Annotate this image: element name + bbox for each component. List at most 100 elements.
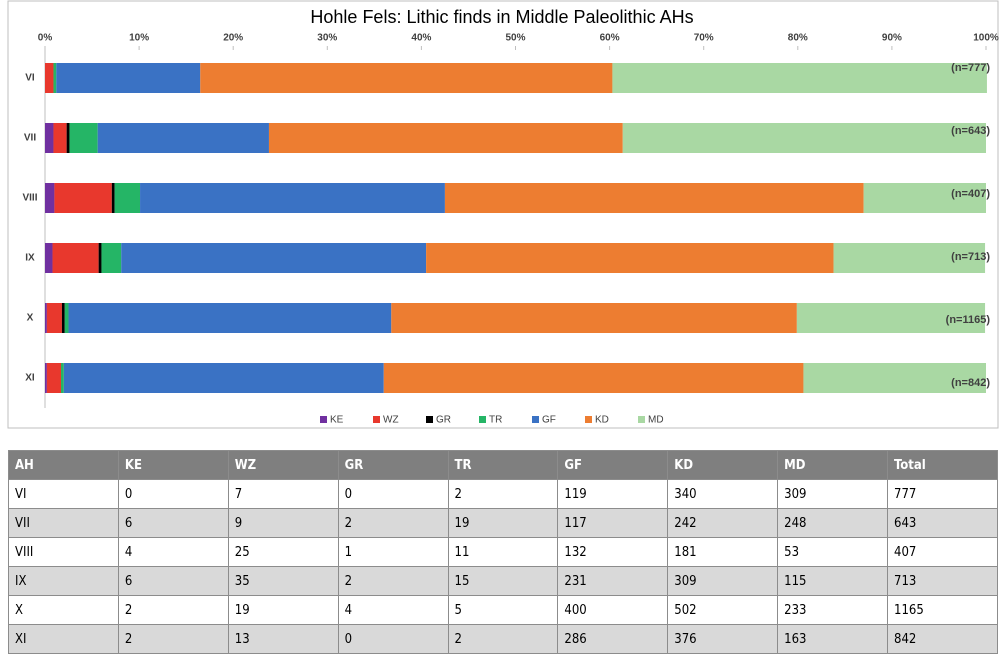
y-tick-label: X	[27, 313, 34, 324]
x-tick-label: 60%	[600, 33, 620, 44]
table-cell: 233	[777, 595, 888, 625]
table-cell: 6	[117, 566, 229, 596]
table-cell: 9	[227, 508, 339, 538]
legend-swatch	[373, 416, 380, 423]
x-tick-label: 40%	[411, 33, 431, 44]
bar-segment	[796, 303, 986, 333]
table-row: VIII 4 25 1 11 132 181 53 407	[8, 537, 998, 567]
annotation: (n=777)	[951, 62, 990, 74]
table-cell: 6	[117, 508, 229, 538]
bar-segment	[45, 183, 55, 213]
y-tick-label: VI	[25, 73, 35, 84]
table-cell: 2	[337, 566, 449, 596]
table-row: XI 2 13 0 2 286 376 163 842	[8, 624, 998, 654]
bar-segment	[98, 243, 102, 273]
table-cell: 2	[447, 624, 559, 654]
legend-label: KD	[595, 415, 609, 426]
table-cell: 0	[337, 624, 449, 654]
bar-segment	[64, 303, 69, 333]
legend-swatch	[638, 416, 645, 423]
bar-segment	[97, 123, 269, 153]
bar-segment	[46, 363, 61, 393]
legend-label: KE	[330, 415, 344, 426]
table-cell: 407	[887, 537, 998, 567]
bar-segment	[45, 363, 47, 393]
table-cell: 1165	[887, 595, 998, 625]
table-cell: 2	[447, 479, 559, 509]
legend-swatch	[479, 416, 486, 423]
x-tick-label: 90%	[882, 33, 902, 44]
y-tick-label: VIII	[22, 193, 37, 204]
table-cell: 0	[337, 479, 449, 509]
header-cell: KE	[117, 450, 229, 480]
header-row: AH KE WZ GR TR GF KD MD Total	[8, 450, 998, 480]
table-cell: 4	[337, 595, 449, 625]
table-cell: 115	[777, 566, 888, 596]
bar-segment	[46, 303, 62, 333]
bar-segment	[426, 243, 834, 273]
bar-segment	[53, 123, 67, 153]
table-cell: VIII	[8, 537, 119, 567]
chart-title: Hohle Fels: Lithic finds in Middle Paleo…	[310, 7, 693, 27]
table-cell: 643	[887, 508, 998, 538]
x-tick-label: 10%	[129, 33, 149, 44]
annotation: (n=1165)	[946, 314, 991, 326]
table-cell: 2	[337, 508, 449, 538]
table-cell: 231	[557, 566, 669, 596]
bar-segment	[45, 303, 47, 333]
legend-swatch	[320, 416, 327, 423]
bar-segment	[101, 243, 122, 273]
x-tick-label: 20%	[223, 33, 243, 44]
annotation: (n=842)	[951, 377, 990, 389]
table-cell: 777	[887, 479, 998, 509]
bar-segment	[612, 63, 987, 93]
bar-segment	[45, 123, 54, 153]
bar-segment	[200, 63, 613, 93]
table-cell: 119	[557, 479, 669, 509]
table-row: X 2 19 4 5 400 502 233 1165	[8, 595, 998, 625]
bar-segment	[444, 183, 864, 213]
bar-segment	[54, 183, 112, 213]
table-cell: 7	[227, 479, 339, 509]
table-cell: 19	[447, 508, 559, 538]
table-cell: 502	[667, 595, 779, 625]
table-cell: 5	[447, 595, 559, 625]
bar-segment	[114, 183, 141, 213]
bar-segment	[863, 183, 986, 213]
table-cell: VII	[8, 508, 119, 538]
annotation: (n=407)	[951, 188, 990, 200]
table-cell: 713	[887, 566, 998, 596]
bar-segment	[121, 243, 427, 273]
bar-segment	[803, 363, 986, 393]
table-cell: IX	[8, 566, 119, 596]
header-cell: Total	[887, 450, 998, 480]
bar-segment	[268, 123, 623, 153]
bar-segment	[52, 243, 99, 273]
table-row: IX 6 35 2 15 231 309 115 713	[8, 566, 998, 596]
table-cell: 35	[227, 566, 339, 596]
legend-label: TR	[489, 415, 502, 426]
table-cell: 309	[777, 479, 888, 509]
header-cell: WZ	[227, 450, 339, 480]
table-cell: 132	[557, 537, 669, 567]
bar-segment	[66, 123, 70, 153]
table-cell: 19	[227, 595, 339, 625]
table-cell: 117	[557, 508, 669, 538]
bar-segment	[622, 123, 986, 153]
table-cell: VI	[8, 479, 119, 509]
table-cell: 842	[887, 624, 998, 654]
x-tick-label: 100%	[973, 33, 999, 44]
legend-swatch	[426, 416, 433, 423]
legend-label: WZ	[383, 415, 399, 426]
table-cell: 4	[117, 537, 229, 567]
header-cell: MD	[777, 450, 888, 480]
bar-segment	[53, 63, 57, 93]
table-cell: 242	[667, 508, 779, 538]
bar-segment	[45, 63, 54, 93]
bar-segment	[140, 183, 445, 213]
header-cell: GF	[557, 450, 669, 480]
table-cell: 53	[777, 537, 888, 567]
header-cell: KD	[667, 450, 779, 480]
table-cell: 248	[777, 508, 888, 538]
bar-segment	[391, 303, 797, 333]
